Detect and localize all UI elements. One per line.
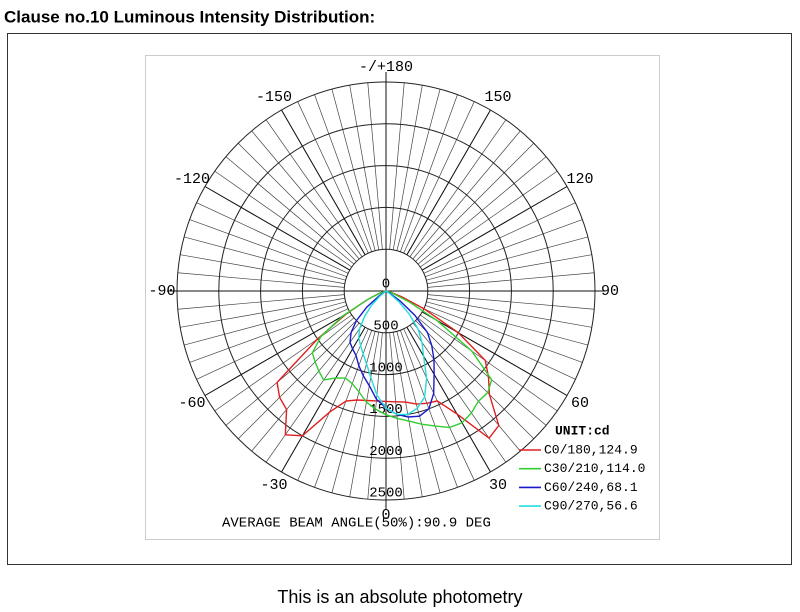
theta-tick-label: -/+180 bbox=[359, 59, 413, 76]
theta-grid-line bbox=[204, 311, 351, 396]
theta-grid-line bbox=[281, 109, 366, 256]
caption: This is an absolute photometry bbox=[277, 587, 522, 607]
theta-grid-line bbox=[204, 186, 351, 271]
theta-tick-label: 120 bbox=[566, 171, 593, 188]
theta-tick-label: -30 bbox=[260, 477, 287, 494]
theta-grid-line bbox=[281, 326, 366, 473]
legend-label: C90/270,56.6 bbox=[544, 499, 638, 514]
chart-title: Clause no.10 Luminous Intensity Distribu… bbox=[4, 7, 375, 26]
theta-grid-line bbox=[421, 311, 568, 396]
intensity-curve bbox=[311, 290, 493, 429]
theta-tick-label: 90 bbox=[601, 283, 619, 300]
theta-tick-label: -90 bbox=[148, 283, 175, 300]
plot-frame bbox=[145, 55, 660, 540]
theta-tick-label: -120 bbox=[174, 171, 210, 188]
legend-title: UNIT:cd bbox=[555, 423, 610, 438]
theta-grid-line bbox=[406, 326, 491, 473]
theta-grid-line bbox=[406, 109, 491, 256]
theta-grid-line bbox=[421, 186, 568, 271]
legend-label: C0/180,124.9 bbox=[544, 442, 638, 457]
theta-tick-label: -60 bbox=[179, 395, 206, 412]
annotation: AVERAGE BEAM ANGLE(50%):90.9 DEG bbox=[222, 516, 491, 532]
legend-label: C60/240,68.1 bbox=[544, 480, 638, 495]
theta-tick-label: 30 bbox=[489, 477, 507, 494]
frame bbox=[7, 33, 792, 565]
theta-tick-label: 150 bbox=[484, 89, 511, 106]
theta-tick-label: 60 bbox=[571, 395, 589, 412]
theta-tick-label: -150 bbox=[256, 89, 292, 106]
intensity-curve bbox=[358, 290, 428, 416]
legend-label: C30/210,114.0 bbox=[544, 461, 645, 476]
theta-tick-label: 0 bbox=[381, 507, 390, 524]
